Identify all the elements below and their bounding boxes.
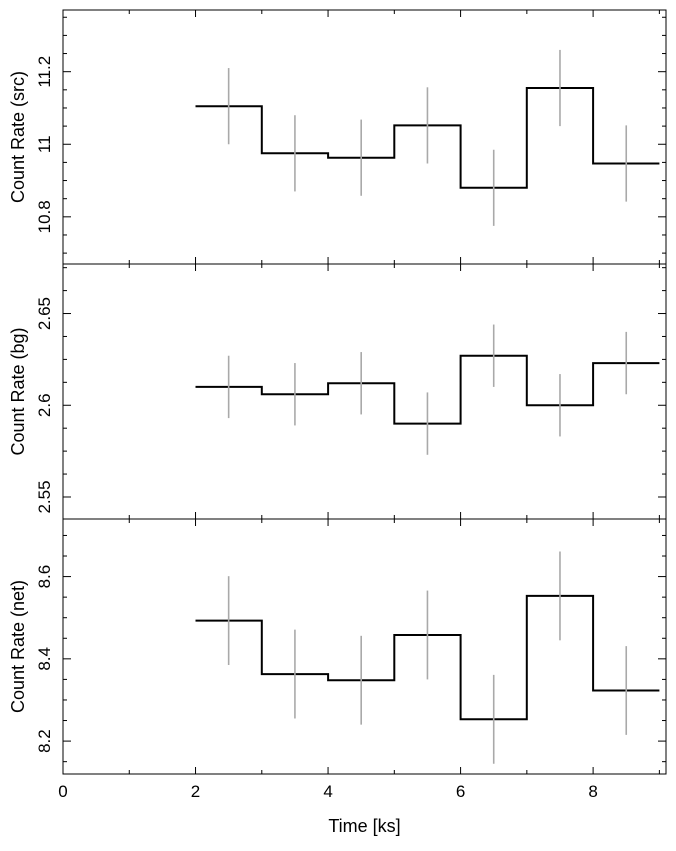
y-tick-label: 2.65	[35, 297, 54, 330]
y-tick-label: 8.6	[35, 565, 54, 589]
y-tick-label: 11.2	[35, 56, 54, 88]
panel-frame	[62, 263, 667, 520]
x-axis-label: Time [ks]	[328, 816, 400, 836]
panel-frame	[62, 9, 667, 265]
y-tick-label: 8.4	[35, 647, 54, 671]
x-tick-label: 8	[588, 782, 597, 801]
x-tick-label: 6	[456, 782, 465, 801]
y-tick-label: 10.8	[35, 200, 54, 233]
y-tick-label: 2.6	[35, 393, 54, 417]
y-tick-label: 8.2	[35, 729, 54, 753]
y-axis-label: Count Rate (src)	[8, 71, 28, 203]
y-axis-label: Count Rate (bg)	[8, 327, 28, 455]
x-tick-label: 2	[191, 782, 200, 801]
y-axis-label: Count Rate (net)	[8, 580, 28, 713]
panel-frame	[62, 518, 667, 775]
x-tick-label: 0	[58, 782, 67, 801]
y-tick-label: 2.55	[35, 480, 54, 513]
y-tick-label: 11	[35, 135, 54, 153]
x-tick-label: 4	[323, 782, 332, 801]
